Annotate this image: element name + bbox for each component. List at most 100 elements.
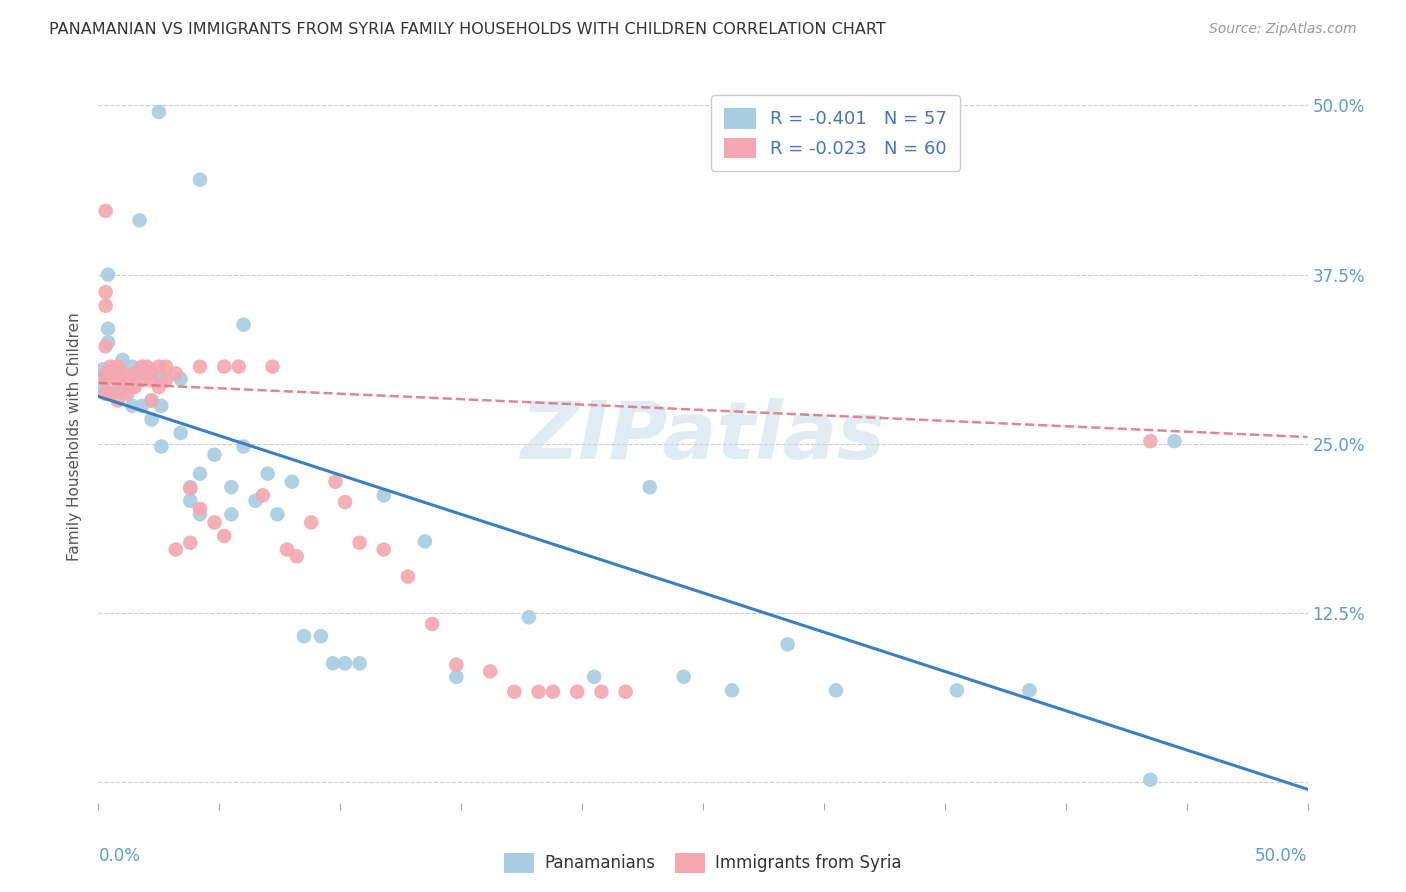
Point [179,482,201,496]
Point [256,467,278,481]
Point [107,373,129,387]
Point [721,683,744,698]
Point [111,352,134,367]
Point [281,475,304,489]
Point [124,367,146,381]
Point [91,383,114,397]
Text: Source: ZipAtlas.com: Source: ZipAtlas.com [1209,22,1357,37]
Point [413,534,436,549]
Point [228,359,250,374]
Point [141,367,163,381]
Point [245,493,267,508]
Point [212,359,235,374]
Point [121,399,143,413]
Point [517,610,540,624]
Point [150,372,173,386]
Point [150,399,173,413]
Point [94,339,117,353]
Point [179,493,201,508]
Point [325,475,347,489]
Point [165,367,187,381]
Point [309,629,332,643]
Text: 50.0%: 50.0% [1256,847,1308,864]
Point [479,665,502,679]
Point [527,684,550,698]
Point [638,480,661,494]
Point [128,213,150,227]
Point [188,508,211,522]
Point [97,268,120,282]
Point [333,495,356,509]
Point [1018,683,1040,698]
Point [111,367,134,381]
Point [165,542,187,557]
Legend: Panamanians, Immigrants from Syria: Panamanians, Immigrants from Syria [498,847,908,880]
Point [276,542,298,557]
Point [94,299,117,313]
Point [333,657,356,671]
Point [396,569,419,583]
Point [131,373,153,387]
Point [111,385,134,400]
Point [188,501,211,516]
Point [373,488,395,502]
Point [349,535,371,549]
Point [150,440,173,454]
Point [101,385,124,400]
Point [131,359,153,374]
Point [107,367,129,381]
Text: PANAMANIAN VS IMMIGRANTS FROM SYRIA FAMILY HOUSEHOLDS WITH CHILDREN CORRELATION : PANAMANIAN VS IMMIGRANTS FROM SYRIA FAMI… [49,22,886,37]
Point [221,508,243,522]
Legend: R = -0.401   N = 57, R = -0.023   N = 60: R = -0.401 N = 57, R = -0.023 N = 60 [711,95,960,171]
Point [503,684,526,698]
Point [169,425,191,440]
Point [299,516,322,530]
Y-axis label: Family Households with Children: Family Households with Children [67,313,83,561]
Point [107,393,129,408]
Point [1139,772,1161,787]
Point [97,322,120,336]
Point [155,373,177,387]
Point [232,440,254,454]
Point [100,359,122,374]
Point [141,412,163,426]
Point [446,670,468,684]
Point [1163,434,1185,449]
Point [776,637,799,651]
Point [672,670,695,684]
Point [252,488,274,502]
Point [148,105,170,120]
Point [100,367,122,381]
Point [141,393,163,408]
Point [135,359,157,374]
Point [322,657,344,671]
Point [94,367,117,381]
Point [188,172,211,186]
Point [94,203,117,218]
Point [117,373,139,387]
Point [591,684,613,698]
Point [204,448,226,462]
Point [131,399,153,413]
Point [100,386,122,401]
Point [131,367,153,381]
Point [188,467,211,481]
Point [262,359,284,374]
Point [373,542,395,557]
Text: 0.0%: 0.0% [98,847,141,864]
Point [91,362,114,376]
Point [420,617,443,632]
Point [148,359,170,374]
Point [266,508,288,522]
Point [94,386,117,401]
Point [188,359,211,374]
Point [91,369,114,384]
Point [567,684,589,698]
Text: ZIPatlas: ZIPatlas [520,398,886,476]
Point [94,373,117,387]
Point [446,657,468,672]
Point [107,359,129,374]
Point [111,380,134,394]
Point [212,529,235,543]
Point [94,285,117,300]
